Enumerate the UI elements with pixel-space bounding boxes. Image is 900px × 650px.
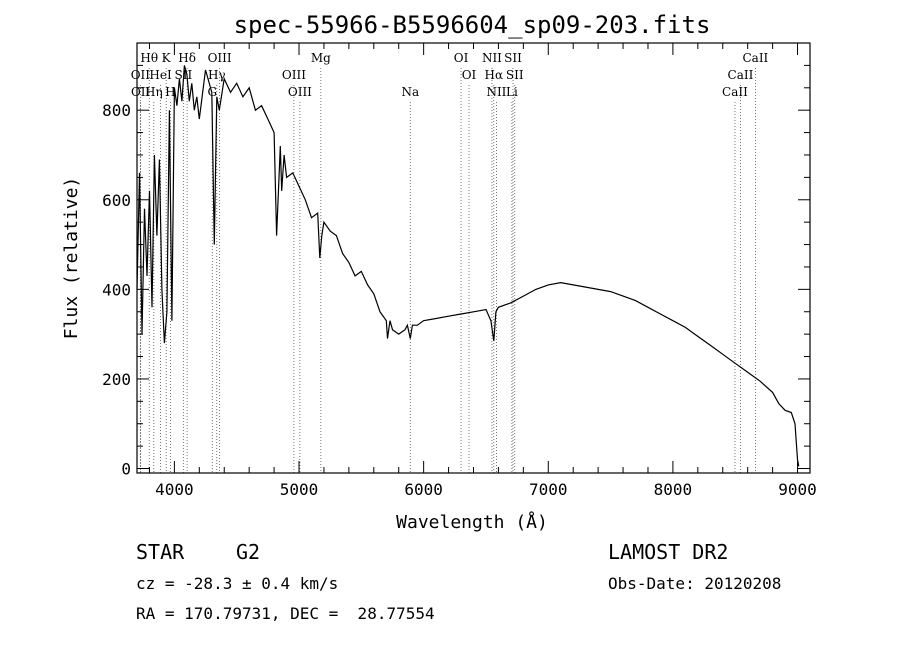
line-label: NII [482, 51, 502, 65]
x-tick-label: 8000 [654, 480, 693, 499]
survey-release: LAMOST DR2 [608, 540, 729, 564]
redshift-velocity: cz = -28.3 ± 0.4 km/s [136, 574, 339, 593]
line-label: Mg [311, 51, 331, 65]
line-label: Li [506, 85, 518, 99]
plot-frame [136, 42, 811, 474]
line-label: OI [462, 68, 477, 82]
line-label: SII [506, 68, 524, 82]
line-label: SII [504, 51, 522, 65]
line-label: Hθ [140, 51, 158, 65]
y-tick-label: 200 [102, 370, 131, 389]
chart-title: spec-55966-B5596604_sp09-203.fits [234, 11, 711, 39]
line-label: H [165, 85, 175, 99]
x-axis-label: Wavelength (Å) [396, 511, 548, 533]
line-label: Hγ [208, 68, 226, 82]
line-label: CaII [728, 68, 754, 82]
line-label: Hα [485, 68, 504, 82]
spectral-subclass: G2 [236, 540, 261, 564]
line-label: NII [486, 85, 506, 99]
y-tick-label: 600 [102, 191, 131, 210]
observation-date: Obs-Date: 20120208 [608, 574, 782, 593]
spectrum-line [136, 65, 800, 467]
x-tick-label: 4000 [155, 480, 194, 499]
x-tick-label: 7000 [529, 480, 568, 499]
y-tick-label: 400 [102, 280, 131, 299]
x-tick-label: 5000 [280, 480, 319, 499]
y-tick-label: 0 [121, 460, 131, 479]
line-label: CaII [722, 85, 748, 99]
line-label: OII [131, 85, 151, 99]
line-label: OII [131, 68, 151, 82]
line-label: OIII [208, 51, 232, 65]
y-axis-label: Flux (relative) [61, 177, 82, 340]
line-label: OI [454, 51, 469, 65]
line-label: OIII [288, 85, 312, 99]
y-tick-label: 800 [102, 101, 131, 120]
object-class: STAR [136, 540, 185, 564]
x-tick-label: 6000 [404, 480, 443, 499]
line-label: Hδ [178, 51, 196, 65]
line-label: K [162, 51, 172, 65]
line-label: Na [401, 85, 419, 99]
line-label: CaII [742, 51, 768, 65]
x-tick-label: 9000 [778, 480, 817, 499]
line-label: OIII [282, 68, 306, 82]
line-label: HeI [149, 68, 172, 82]
sky-coordinates: RA = 170.79731, DEC = 28.77554 [136, 604, 435, 623]
line-label: Hη [145, 85, 163, 99]
